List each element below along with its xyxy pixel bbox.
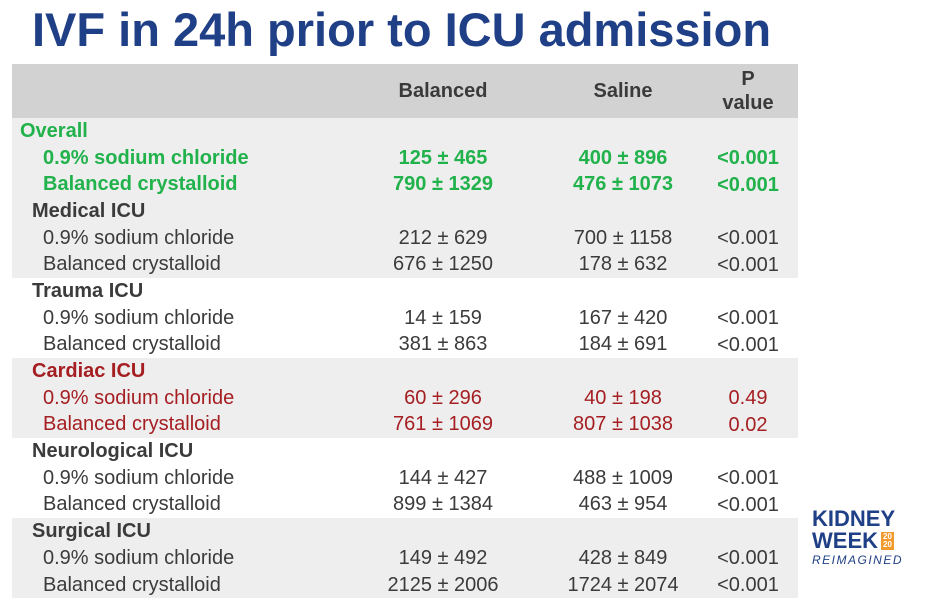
section-title: Medical ICU xyxy=(12,198,798,225)
p-value: 0.49 xyxy=(728,387,768,410)
table-row: 0.9% sodium chloride 212 ± 629 700 ± 115… xyxy=(12,225,798,252)
saline-value: 40 ± 198 xyxy=(584,386,662,409)
balanced-value: 125 ± 465 xyxy=(398,146,488,169)
row-label: Balanced crystalloid xyxy=(43,573,221,596)
page-title: IVF in 24h prior to ICU admission xyxy=(32,3,772,56)
header-saline: Saline xyxy=(593,79,653,102)
row-label: 0.9% sodium chloride xyxy=(43,146,249,169)
header-balanced: Balanced xyxy=(398,79,488,102)
p-value: <0.001 xyxy=(717,574,779,597)
p-value: <0.001 xyxy=(717,307,779,330)
balanced-value: 14 ± 159 xyxy=(404,306,482,329)
balanced-value: 381 ± 863 xyxy=(398,333,488,356)
saline-value: 463 ± 954 xyxy=(578,493,668,516)
logo-year-badge: 20 20 xyxy=(881,532,894,550)
saline-value: 488 ± 1009 xyxy=(573,466,673,489)
logo-year-top: 20 xyxy=(883,532,892,541)
row-label: 0.9% sodium chloride xyxy=(43,546,235,569)
balanced-value: 899 ± 1384 xyxy=(393,493,493,516)
balanced-value: 676 ± 1250 xyxy=(393,253,493,276)
p-value: <0.001 xyxy=(717,493,779,516)
table-row: 0.9% sodium chloride 149 ± 492 428 ± 849… xyxy=(12,545,798,572)
p-value: <0.001 xyxy=(717,547,779,570)
section-name: Surgical ICU xyxy=(32,520,151,543)
logo-week-text: WEEK xyxy=(812,528,878,553)
section-medical-icu: Medical ICU 0.9% sodium chloride 212 ± 6… xyxy=(12,198,798,279)
section-cardiac-icu: Cardiac ICU 0.9% sodium chloride 60 ± 29… xyxy=(12,358,798,439)
row-label: Balanced crystalloid xyxy=(43,493,221,516)
row-label: 0.9% sodium chloride xyxy=(43,466,235,489)
section-name: Cardiac ICU xyxy=(32,360,146,383)
section-title: Overall xyxy=(12,118,798,145)
section-title: Cardiac ICU xyxy=(12,358,798,385)
row-label: Balanced crystalloid xyxy=(43,333,221,356)
table-row: Balanced crystalloid 790 ± 1329 476 ± 10… xyxy=(12,171,798,198)
p-value: <0.001 xyxy=(717,333,779,356)
header-p-value: P value xyxy=(698,67,798,115)
section-neurological-icu: Neurological ICU 0.9% sodium chloride 14… xyxy=(12,438,798,519)
table-row: Balanced crystalloid 761 ± 1069 807 ± 10… xyxy=(12,412,798,439)
p-value: <0.001 xyxy=(717,227,779,250)
balanced-value: 2125 ± 2006 xyxy=(387,573,499,596)
section-overall: Overall 0.9% sodium chloride 125 ± 465 4… xyxy=(12,118,798,199)
balanced-value: 60 ± 296 xyxy=(404,386,482,409)
saline-value: 400 ± 896 xyxy=(578,146,668,169)
balanced-value: 144 ± 427 xyxy=(398,466,488,489)
section-name: Medical ICU xyxy=(32,199,146,222)
balanced-value: 761 ± 1069 xyxy=(393,413,493,436)
table-row: Balanced crystalloid 2125 ± 2006 1724 ± … xyxy=(12,572,798,599)
section-title: Surgical ICU xyxy=(12,518,798,545)
p-value: 0.02 xyxy=(728,413,768,436)
logo-kidney-text: KIDNEY xyxy=(812,506,896,531)
row-label: Balanced crystalloid xyxy=(43,253,221,276)
section-name: Trauma ICU xyxy=(32,279,144,302)
table-row: Balanced crystalloid 676 ± 1250 178 ± 63… xyxy=(12,251,798,278)
results-table: Balanced Saline P value Overall 0.9% sod… xyxy=(12,64,798,599)
balanced-value: 212 ± 629 xyxy=(398,226,488,249)
section-surgical-icu: Surgical ICU 0.9% sodium chloride 149 ± … xyxy=(12,518,798,599)
saline-value: 700 ± 1158 xyxy=(573,226,673,249)
saline-value: 167 ± 420 xyxy=(578,306,668,329)
row-label: Balanced crystalloid xyxy=(43,173,238,196)
saline-value: 184 ± 691 xyxy=(578,333,668,356)
saline-value: 807 ± 1038 xyxy=(573,413,673,436)
table-row: Balanced crystalloid 899 ± 1384 463 ± 95… xyxy=(12,492,798,519)
balanced-value: 149 ± 492 xyxy=(398,546,488,569)
section-trauma-icu: Trauma ICU 0.9% sodium chloride 14 ± 159… xyxy=(12,278,798,359)
logo-week-line: WEEK 20 20 xyxy=(812,530,922,552)
balanced-value: 790 ± 1329 xyxy=(393,173,493,196)
saline-value: 476 ± 1073 xyxy=(573,173,673,196)
section-name: Overall xyxy=(20,119,88,142)
table-row: Balanced crystalloid 381 ± 863 184 ± 691… xyxy=(12,332,798,359)
section-title: Trauma ICU xyxy=(12,278,798,305)
saline-value: 428 ± 849 xyxy=(578,546,668,569)
header-p-line2: value xyxy=(722,92,774,114)
section-name: Neurological ICU xyxy=(32,440,194,463)
p-value: <0.001 xyxy=(717,147,779,170)
p-value: <0.001 xyxy=(717,253,779,276)
logo-reimagined-text: REIMAGINED xyxy=(812,553,904,567)
table-row: 0.9% sodium chloride 144 ± 427 488 ± 100… xyxy=(12,465,798,492)
row-label: 0.9% sodium chloride xyxy=(43,386,235,409)
table-row: 0.9% sodium chloride 60 ± 296 40 ± 198 0… xyxy=(12,385,798,412)
table-row: 0.9% sodium chloride 14 ± 159 167 ± 420 … xyxy=(12,305,798,332)
row-label: 0.9% sodium chloride xyxy=(43,226,235,249)
p-value: <0.001 xyxy=(717,173,779,196)
saline-value: 1724 ± 2074 xyxy=(567,573,679,596)
row-label: Balanced crystalloid xyxy=(43,413,221,436)
p-value: <0.001 xyxy=(717,467,779,490)
kidney-week-logo: KIDNEY WEEK 20 20 REIMAGINED xyxy=(812,508,922,570)
header-p-line1: P xyxy=(741,68,755,90)
table-header: Balanced Saline P value xyxy=(12,64,798,118)
table-row: 0.9% sodium chloride 125 ± 465 400 ± 896… xyxy=(12,145,798,172)
logo-year-bottom: 20 xyxy=(883,540,892,549)
row-label: 0.9% sodium chloride xyxy=(43,306,235,329)
saline-value: 178 ± 632 xyxy=(578,253,668,276)
section-title: Neurological ICU xyxy=(12,438,798,465)
